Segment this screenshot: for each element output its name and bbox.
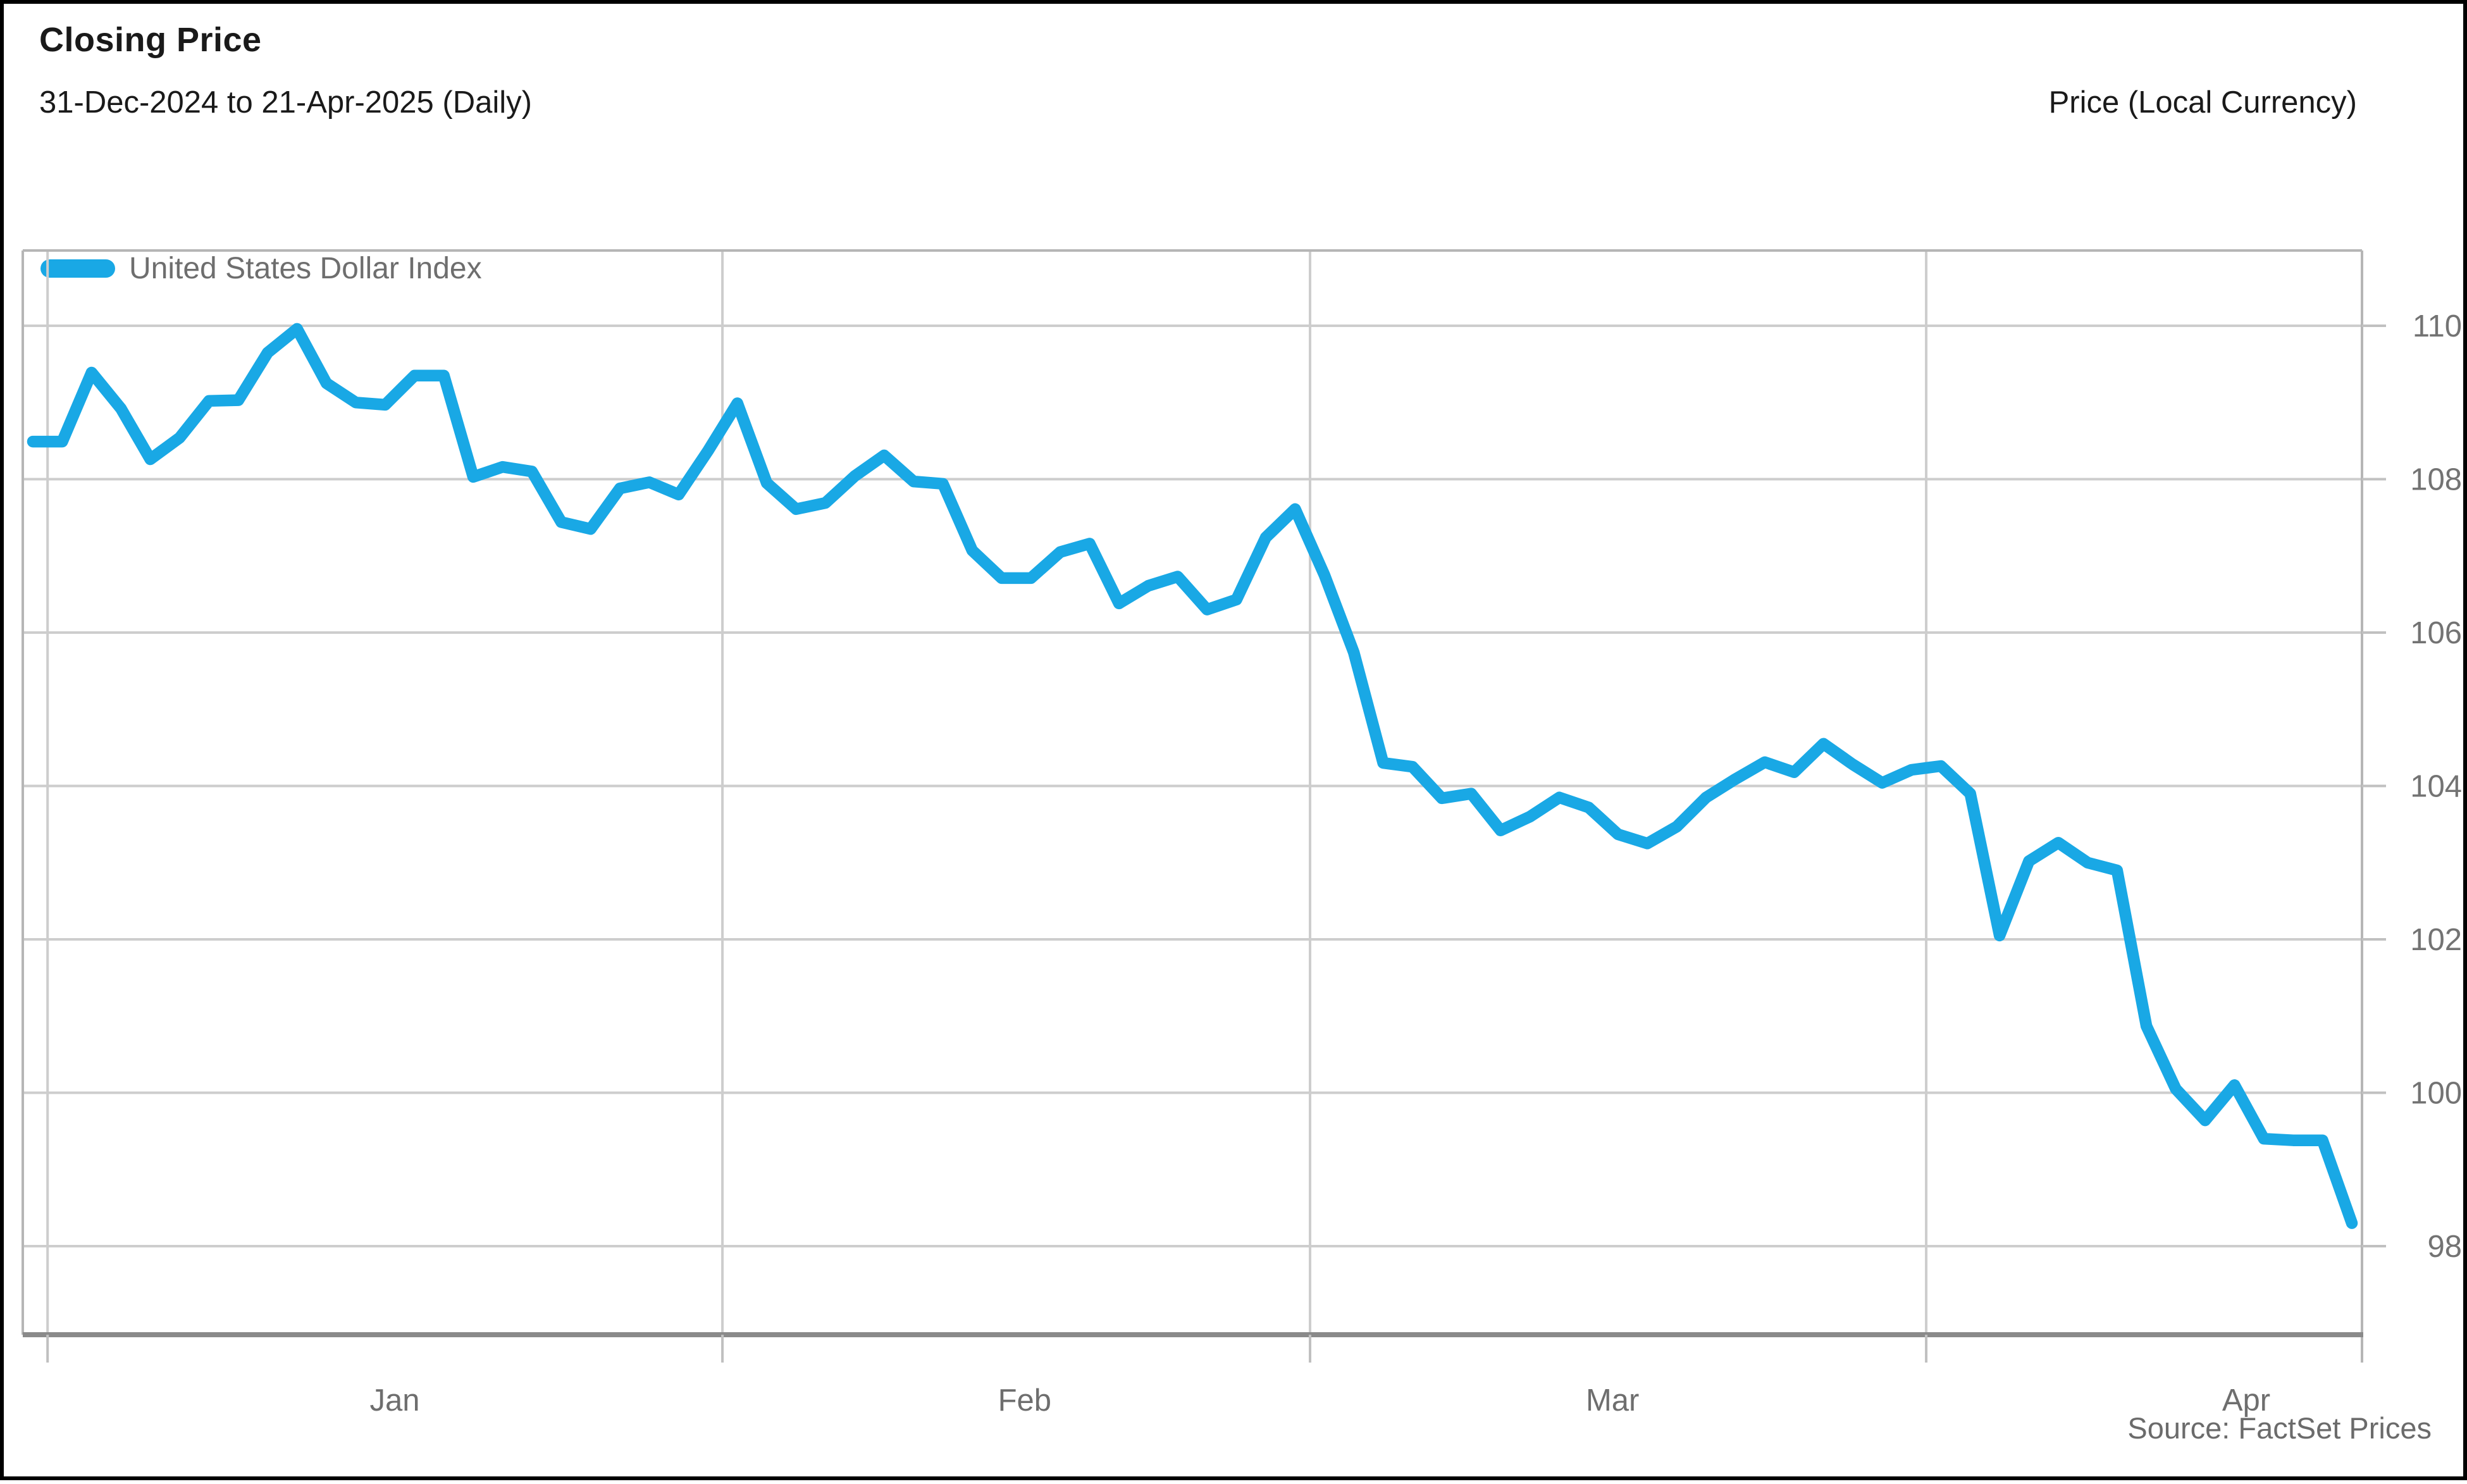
svg-text:Jan: Jan xyxy=(369,1383,419,1418)
legend: United States Dollar Index xyxy=(40,252,482,285)
usd-index-line xyxy=(27,323,2358,1229)
y-axis-labels: 110 108 106 104 102 100 98 xyxy=(2410,309,2462,1264)
svg-text:Feb: Feb xyxy=(998,1383,1051,1418)
date-range-subtitle: 31-Dec-2024 to 21-Apr-2025 (Daily) xyxy=(39,85,532,120)
price-line-chart: 110 108 106 104 102 100 98 Jan Feb Mar Apr xyxy=(22,249,2462,1418)
svg-text:100: 100 xyxy=(2410,1077,2462,1111)
horizontal-gridlines xyxy=(23,325,2362,1247)
x-axis-labels: Jan Feb Mar Apr xyxy=(369,1383,2270,1418)
y-axis-title: Price (Local Currency) xyxy=(2048,85,2357,120)
legend-line-swatch xyxy=(40,259,115,278)
svg-text:Apr: Apr xyxy=(2222,1383,2270,1418)
svg-text:104: 104 xyxy=(2410,770,2462,804)
legend-series-label: United States Dollar Index xyxy=(129,251,482,285)
svg-text:102: 102 xyxy=(2410,923,2462,957)
page-title: Closing Price xyxy=(39,21,262,59)
svg-text:98: 98 xyxy=(2427,1230,2462,1264)
month-gridlines xyxy=(46,250,1928,1335)
svg-text:110: 110 xyxy=(2413,309,2462,343)
svg-text:Mar: Mar xyxy=(1586,1383,1639,1418)
svg-text:108: 108 xyxy=(2410,463,2462,497)
plot-border xyxy=(22,249,2363,1363)
axis-ticks xyxy=(46,325,2386,1363)
source-attribution: Source: FactSet Prices xyxy=(2127,1411,2432,1445)
svg-text:106: 106 xyxy=(2410,616,2462,650)
